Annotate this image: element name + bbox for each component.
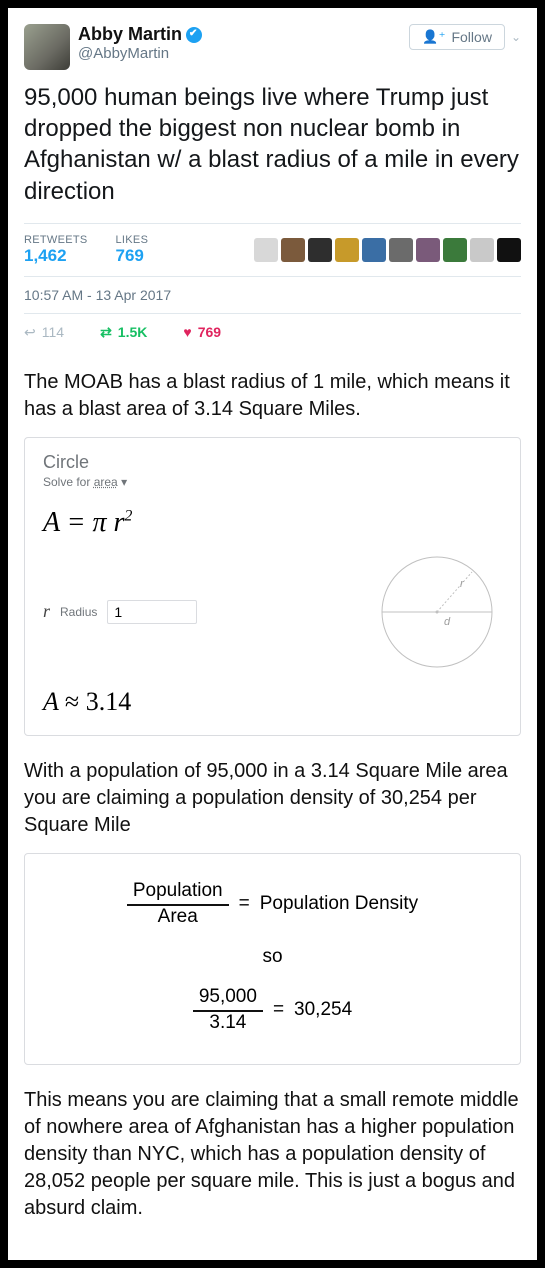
liker-avatar[interactable] (470, 238, 494, 262)
liker-avatar[interactable] (308, 238, 332, 262)
card-title: Circle (43, 452, 502, 473)
reply-icon: ↩ (24, 324, 36, 341)
retweets-stat[interactable]: RETWEETS 1,462 (24, 234, 88, 266)
tweet-header: Abby Martin @AbbyMartin 👤⁺ Follow ⌄ (24, 24, 521, 70)
likes-stat[interactable]: LIKES 769 (116, 234, 149, 266)
rhs-2: 30,254 (294, 999, 352, 1021)
liker-avatar[interactable] (335, 238, 359, 262)
retweets-label: RETWEETS (24, 234, 88, 246)
circle-diagram: r d (372, 547, 502, 677)
area-result: A ≈ 3.14 (43, 687, 502, 717)
result-value: ≈ 3.14 (65, 687, 131, 716)
commentary-1: The MOAB has a blast radius of 1 mile, w… (24, 369, 521, 423)
frac-bot-1: Area (158, 906, 198, 928)
tweet-text: 95,000 human beings live where Trump jus… (24, 82, 521, 207)
density-card: Population Area = Population Density so … (24, 853, 521, 1065)
formula-body: A = π r (43, 507, 124, 538)
timestamp: 10:57 AM - 13 Apr 2017 (24, 277, 521, 313)
frac-top-1: Population (127, 880, 229, 906)
liker-avatars (254, 238, 521, 262)
equals-2: = (273, 999, 284, 1021)
density-formula-general: Population Area = Population Density (45, 880, 500, 928)
retweet-short: 1.5K (118, 324, 148, 340)
chevron-down-icon[interactable]: ⌄ (511, 30, 521, 44)
retweet-button[interactable]: ⇄ 1.5K (100, 324, 147, 341)
circle-area-card: Circle Solve for area ▾ A = π r2 r Radiu… (24, 437, 521, 736)
like-short: 769 (198, 324, 221, 340)
liker-avatar[interactable] (443, 238, 467, 262)
density-formula-numeric: 95,000 3.14 = 30,254 (45, 986, 500, 1034)
liker-avatar[interactable] (254, 238, 278, 262)
retweets-count: 1,462 (24, 246, 88, 266)
rhs-1: Population Density (260, 893, 418, 915)
radius-label: Radius (60, 605, 97, 619)
area-formula: A = π r2 (43, 507, 502, 539)
handle[interactable]: @AbbyMartin (78, 45, 202, 62)
follow-user-icon: 👤⁺ (422, 29, 445, 45)
likes-label: LIKES (116, 234, 149, 246)
chevron-down-icon: ▾ (118, 475, 127, 489)
liker-avatar[interactable] (281, 238, 305, 262)
circle-r-label: r (460, 578, 465, 590)
reply-button[interactable]: ↩ 114 (24, 324, 64, 341)
commentary-2: With a population of 95,000 in a 3.14 Sq… (24, 758, 521, 839)
frac-top-2: 95,000 (193, 986, 263, 1012)
likes-count: 769 (116, 246, 149, 266)
card-subtitle: Solve for area ▾ (43, 475, 502, 489)
stats-row: RETWEETS 1,462 LIKES 769 (24, 223, 521, 277)
circle-d-label: d (444, 616, 451, 628)
avatar[interactable] (24, 24, 70, 70)
frac-bot-2: 3.14 (209, 1012, 246, 1034)
commentary-3: This means you are claiming that a small… (24, 1087, 521, 1222)
tweet-card: Abby Martin @AbbyMartin 👤⁺ Follow ⌄ 95,0… (24, 18, 521, 347)
liker-avatar[interactable] (416, 238, 440, 262)
radius-input[interactable] (107, 600, 197, 624)
actions-row: ↩ 114 ⇄ 1.5K ♥ 769 (24, 313, 521, 347)
solve-for-dropdown[interactable]: area (94, 475, 118, 489)
radius-symbol: r (43, 601, 50, 622)
reply-count: 114 (42, 324, 64, 340)
liker-avatar[interactable] (362, 238, 386, 262)
solve-for-prefix: Solve for (43, 475, 94, 489)
follow-button[interactable]: 👤⁺ Follow (409, 24, 505, 50)
image-frame: Abby Martin @AbbyMartin 👤⁺ Follow ⌄ 95,0… (0, 0, 545, 1268)
liker-avatar[interactable] (389, 238, 413, 262)
so-label: so (45, 946, 500, 968)
formula-exponent: 2 (124, 507, 132, 524)
follow-label: Follow (451, 29, 491, 45)
radius-input-group: r Radius (43, 600, 197, 624)
result-lhs: A (43, 687, 65, 716)
like-button[interactable]: ♥ 769 (183, 324, 221, 340)
display-name[interactable]: Abby Martin (78, 24, 182, 45)
heart-icon: ♥ (183, 324, 191, 340)
user-block: Abby Martin @AbbyMartin (24, 24, 202, 70)
verified-icon (186, 27, 202, 43)
liker-avatar[interactable] (497, 238, 521, 262)
retweet-icon: ⇄ (100, 324, 112, 341)
equals-1: = (239, 893, 250, 915)
